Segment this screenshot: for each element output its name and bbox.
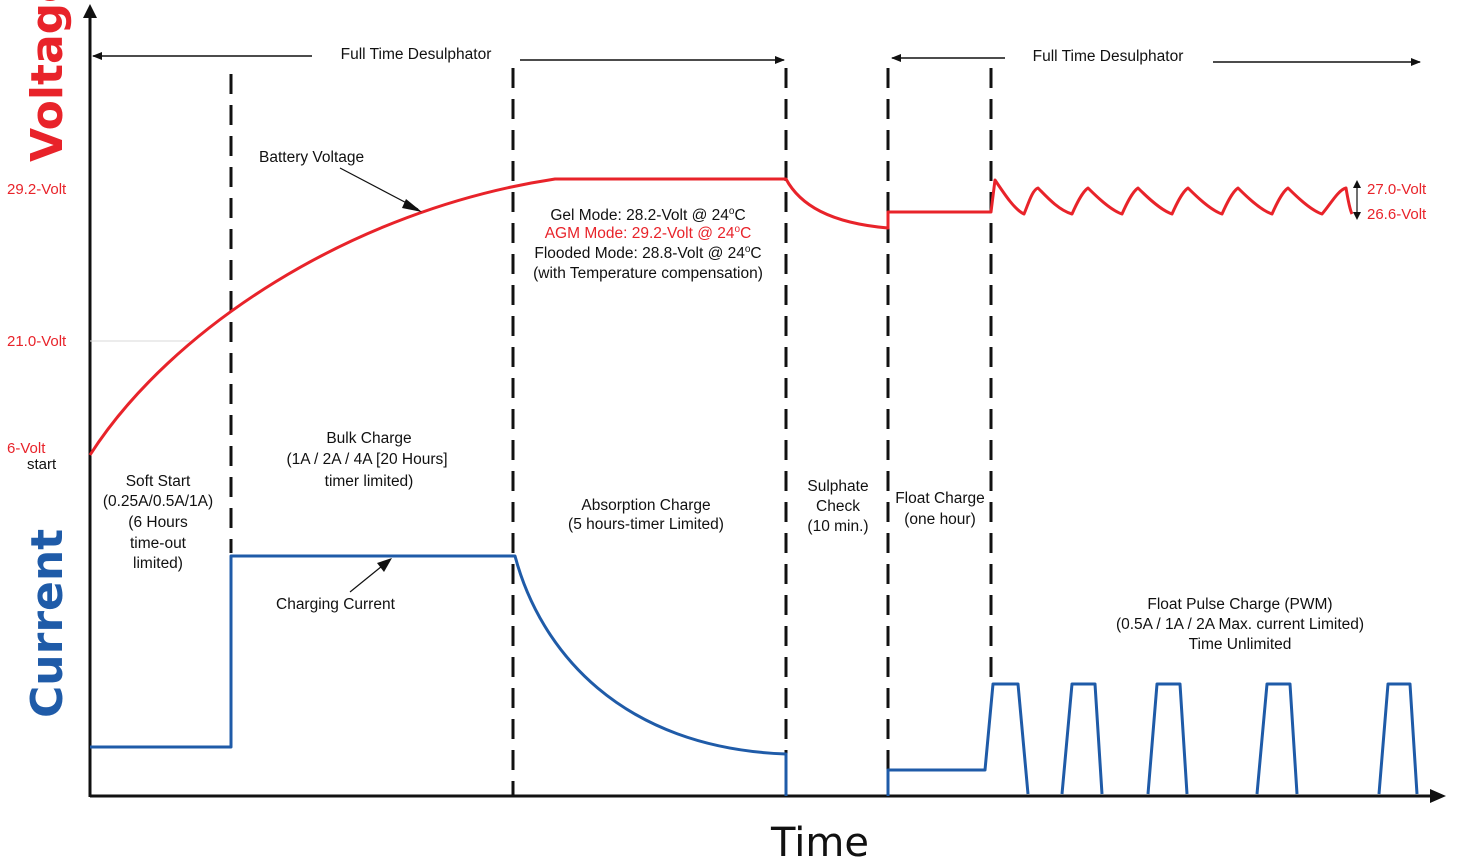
voltage-start-label: start: [27, 456, 57, 473]
battery-voltage-pointer-head: [402, 199, 422, 212]
stage-soft-start-line: (6 Hours: [128, 514, 188, 531]
voltage-tick-29-2: 29.2-Volt: [7, 181, 67, 198]
current-pulse-2: [1146, 682, 1189, 795]
voltage-series-line: [88, 177, 1354, 456]
absorption-modes: Gel Mode: 28.2-Volt @ 24oC AGM Mode: 29.…: [533, 206, 763, 282]
mode-gel: Gel Mode: 28.2-Volt @ 24oC: [550, 206, 745, 224]
y-axis-label-current: Current: [22, 529, 73, 718]
current-pulse-4: [1377, 682, 1419, 795]
stage-sulphate-check: Sulphate Check (10 min.): [807, 478, 868, 535]
current-pulse-1: [1060, 682, 1104, 795]
current-float-line: [886, 682, 1030, 796]
stage-sulphate-line: Check: [816, 498, 860, 515]
desulphator-label-2: Full Time Desulphator: [1033, 48, 1184, 65]
stage-bulk-line: (1A / 2A / 4A [20 Hours]: [286, 451, 447, 468]
y-axis-label-voltage: Voltage: [22, 0, 73, 162]
stage-dividers: [229, 68, 993, 796]
stage-sulphate-line: Sulphate: [807, 478, 868, 495]
stage-bulk-line: Bulk Charge: [326, 430, 411, 447]
charging-current-label: Charging Current: [276, 596, 396, 613]
stage-sulphate-line: (10 min.): [807, 518, 868, 535]
stage-soft-start-line: Soft Start: [126, 473, 191, 490]
stage-pulse-line: Time Unlimited: [1189, 636, 1292, 653]
stage-soft-start-line: time-out: [130, 535, 187, 552]
mode-agm: AGM Mode: 29.2-Volt @ 24oC: [545, 224, 752, 242]
battery-voltage-label: Battery Voltage: [259, 149, 364, 166]
stage-float-line: (one hour): [904, 511, 976, 528]
stage-soft-start-line: limited): [133, 555, 183, 572]
stage-absorption-line: (5 hours-timer Limited): [568, 516, 724, 533]
stage-float-line: Float Charge: [895, 490, 985, 507]
stage-soft-start-line: (0.25A/0.5A/1A): [103, 493, 213, 510]
mode-flooded: Flooded Mode: 28.8-Volt @ 24oC: [534, 244, 761, 262]
current-series-line: [90, 554, 788, 796]
voltage-tick-21-0: 21.0-Volt: [7, 333, 67, 350]
stage-soft-start: Soft Start (0.25A/0.5A/1A) (6 Hours time…: [103, 473, 213, 572]
stage-float-pulse: Float Pulse Charge (PWM) (0.5A / 1A / 2A…: [1116, 596, 1364, 653]
stage-absorption-line: Absorption Charge: [581, 497, 710, 514]
x-axis-arrowhead: [1430, 789, 1446, 803]
float-range-arrow-bottom: [1353, 212, 1361, 220]
voltage-tick-6: 6-Volt: [7, 440, 46, 457]
float-range-arrow-top: [1353, 180, 1361, 188]
y-axis-arrowhead: [83, 4, 97, 18]
temp-compensation-label: (with Temperature compensation): [533, 265, 763, 282]
desulphator-label-1: Full Time Desulphator: [341, 46, 492, 63]
stage-pulse-line: (0.5A / 1A / 2A Max. current Limited): [1116, 616, 1364, 633]
float-range-low-label: 26.6-Volt: [1367, 206, 1427, 223]
x-axis-label: Time: [770, 820, 869, 860]
float-range-high-label: 27.0-Volt: [1367, 181, 1427, 198]
stage-bulk-line: timer limited): [325, 473, 414, 490]
stage-pulse-line: Float Pulse Charge (PWM): [1147, 596, 1332, 613]
current-pulse-3: [1255, 682, 1299, 795]
current-pulses: [1060, 682, 1419, 795]
charging-current-pointer-head: [377, 558, 392, 572]
stage-absorption: Absorption Charge (5 hours-timer Limited…: [568, 497, 724, 533]
stage-float-charge: Float Charge (one hour): [895, 490, 985, 528]
stage-bulk-charge: Bulk Charge (1A / 2A / 4A [20 Hours] tim…: [286, 430, 447, 490]
